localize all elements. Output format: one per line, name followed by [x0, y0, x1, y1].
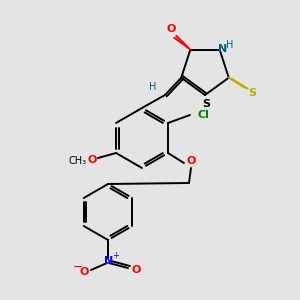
Text: S: S: [248, 88, 256, 98]
Text: S: S: [202, 99, 210, 109]
Text: O: O: [131, 265, 141, 275]
Text: N: N: [218, 44, 227, 54]
Text: H: H: [149, 82, 157, 92]
Text: O: O: [167, 24, 176, 34]
Text: Cl: Cl: [198, 110, 210, 120]
Text: −: −: [73, 260, 83, 274]
Text: H: H: [226, 40, 233, 50]
Text: O: O: [186, 156, 196, 166]
Text: +: +: [112, 251, 119, 260]
Text: O: O: [79, 267, 89, 277]
Text: N: N: [104, 256, 114, 266]
Text: O: O: [87, 155, 97, 165]
Text: CH₃: CH₃: [69, 156, 87, 166]
